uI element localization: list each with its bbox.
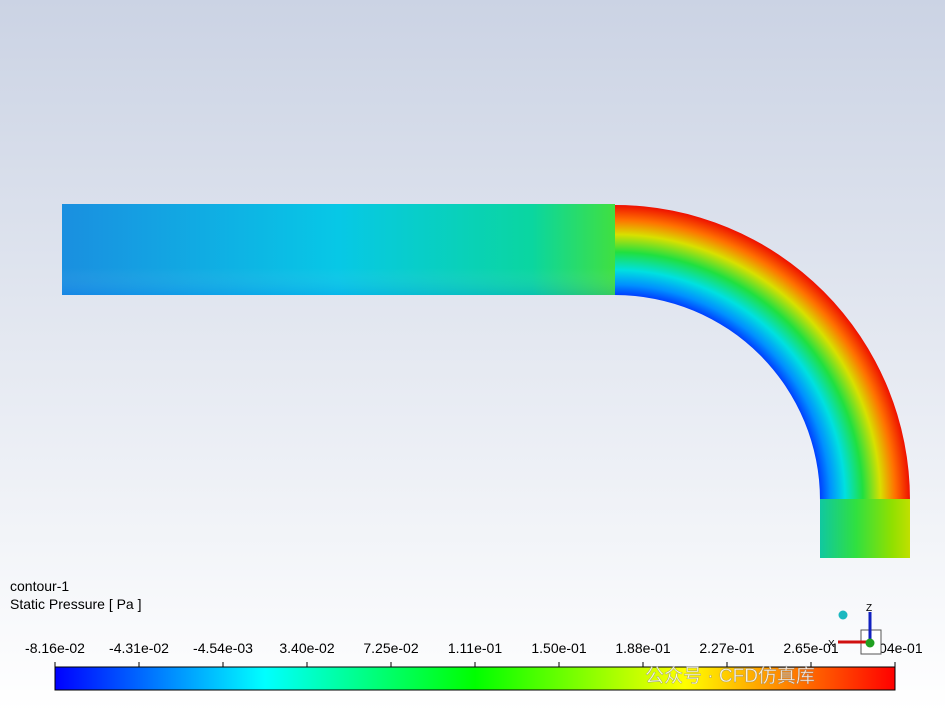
- colorbar-tick-label: -8.16e-02: [25, 640, 85, 656]
- colorbar-tick-label: 7.25e-02: [363, 640, 418, 656]
- colorbar-tick-label: 1.50e-01: [531, 640, 586, 656]
- colorbar: [54, 666, 896, 691]
- triad-z-label: Z: [866, 603, 872, 614]
- colorbar-tick-label: -4.54e-03: [193, 640, 253, 656]
- triad-y: [865, 638, 875, 648]
- pipe-bend: [615, 205, 910, 500]
- triad-x-label: X: [828, 639, 835, 650]
- colorbar-tick-label: 1.11e-01: [448, 640, 502, 656]
- pipe-inlet-shade: [62, 204, 615, 295]
- watermark: 公众号 · CFD仿真库: [645, 665, 815, 687]
- colorbar-tick-label: 3.40e-02: [279, 640, 334, 656]
- variable-name: Static Pressure [ Pa ]: [10, 596, 142, 612]
- colorbar-tick-label: 2.65e-01: [783, 640, 838, 656]
- pipe-outlet: [820, 499, 910, 558]
- colorbar-tick-label: 2.27e-01: [699, 640, 754, 656]
- triad: Z X: [828, 603, 882, 655]
- colorbar-ticks: -8.16e-02 -4.31e-02 -4.54e-03 3.40e-02 7.25e…: [25, 640, 923, 667]
- contour-name: contour-1: [10, 578, 69, 594]
- colorbar-tick-label: -4.31e-02: [109, 640, 169, 656]
- colorbar-tick-label: 1.88e-01: [615, 640, 670, 656]
- triad-dot: [838, 610, 848, 620]
